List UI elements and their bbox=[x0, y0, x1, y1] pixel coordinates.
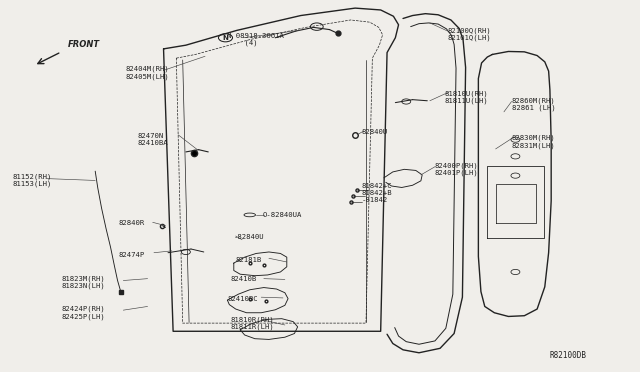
Text: 81152(RH)
81153(LH): 81152(RH) 81153(LH) bbox=[12, 173, 52, 187]
Text: N: N bbox=[223, 35, 228, 41]
Text: 82840R: 82840R bbox=[119, 220, 145, 226]
Text: 81823M(RH)
81823N(LH): 81823M(RH) 81823N(LH) bbox=[61, 275, 105, 289]
Text: 82100Q(RH)
82101Q(LH): 82100Q(RH) 82101Q(LH) bbox=[448, 27, 492, 41]
Text: 82474P: 82474P bbox=[119, 251, 145, 257]
Text: 82404M(RH)
82405M(LH): 82404M(RH) 82405M(LH) bbox=[125, 66, 169, 80]
Text: 82830M(RH)
82831M(LH): 82830M(RH) 82831M(LH) bbox=[511, 135, 556, 148]
Text: 82181B: 82181B bbox=[236, 257, 262, 263]
Text: 82424P(RH)
82425P(LH): 82424P(RH) 82425P(LH) bbox=[61, 306, 105, 320]
Text: N 08918-3061A
    (4): N 08918-3061A (4) bbox=[227, 33, 284, 46]
Text: 82840U: 82840U bbox=[362, 129, 388, 135]
Text: 81842+C
81842+B
-81842: 81842+C 81842+B -81842 bbox=[362, 183, 392, 203]
Text: 82410BC: 82410BC bbox=[227, 296, 258, 302]
Text: -82840U: -82840U bbox=[234, 234, 264, 240]
Text: R82100DB: R82100DB bbox=[550, 351, 587, 360]
Text: 81810U(RH)
81811U(LH): 81810U(RH) 81811U(LH) bbox=[445, 90, 488, 104]
Text: 82470N
82410BA: 82470N 82410BA bbox=[138, 133, 168, 146]
Text: 82400P(RH)
82401P(LH): 82400P(RH) 82401P(LH) bbox=[435, 162, 479, 176]
Text: 82410B: 82410B bbox=[230, 276, 257, 282]
Text: 82860M(RH)
82861 (LH): 82860M(RH) 82861 (LH) bbox=[511, 97, 556, 112]
Text: 81810R(RH)
81811R(LH): 81810R(RH) 81811R(LH) bbox=[230, 316, 275, 330]
Text: FRONT: FRONT bbox=[68, 40, 100, 49]
Text: O-82840UA: O-82840UA bbox=[262, 212, 302, 218]
